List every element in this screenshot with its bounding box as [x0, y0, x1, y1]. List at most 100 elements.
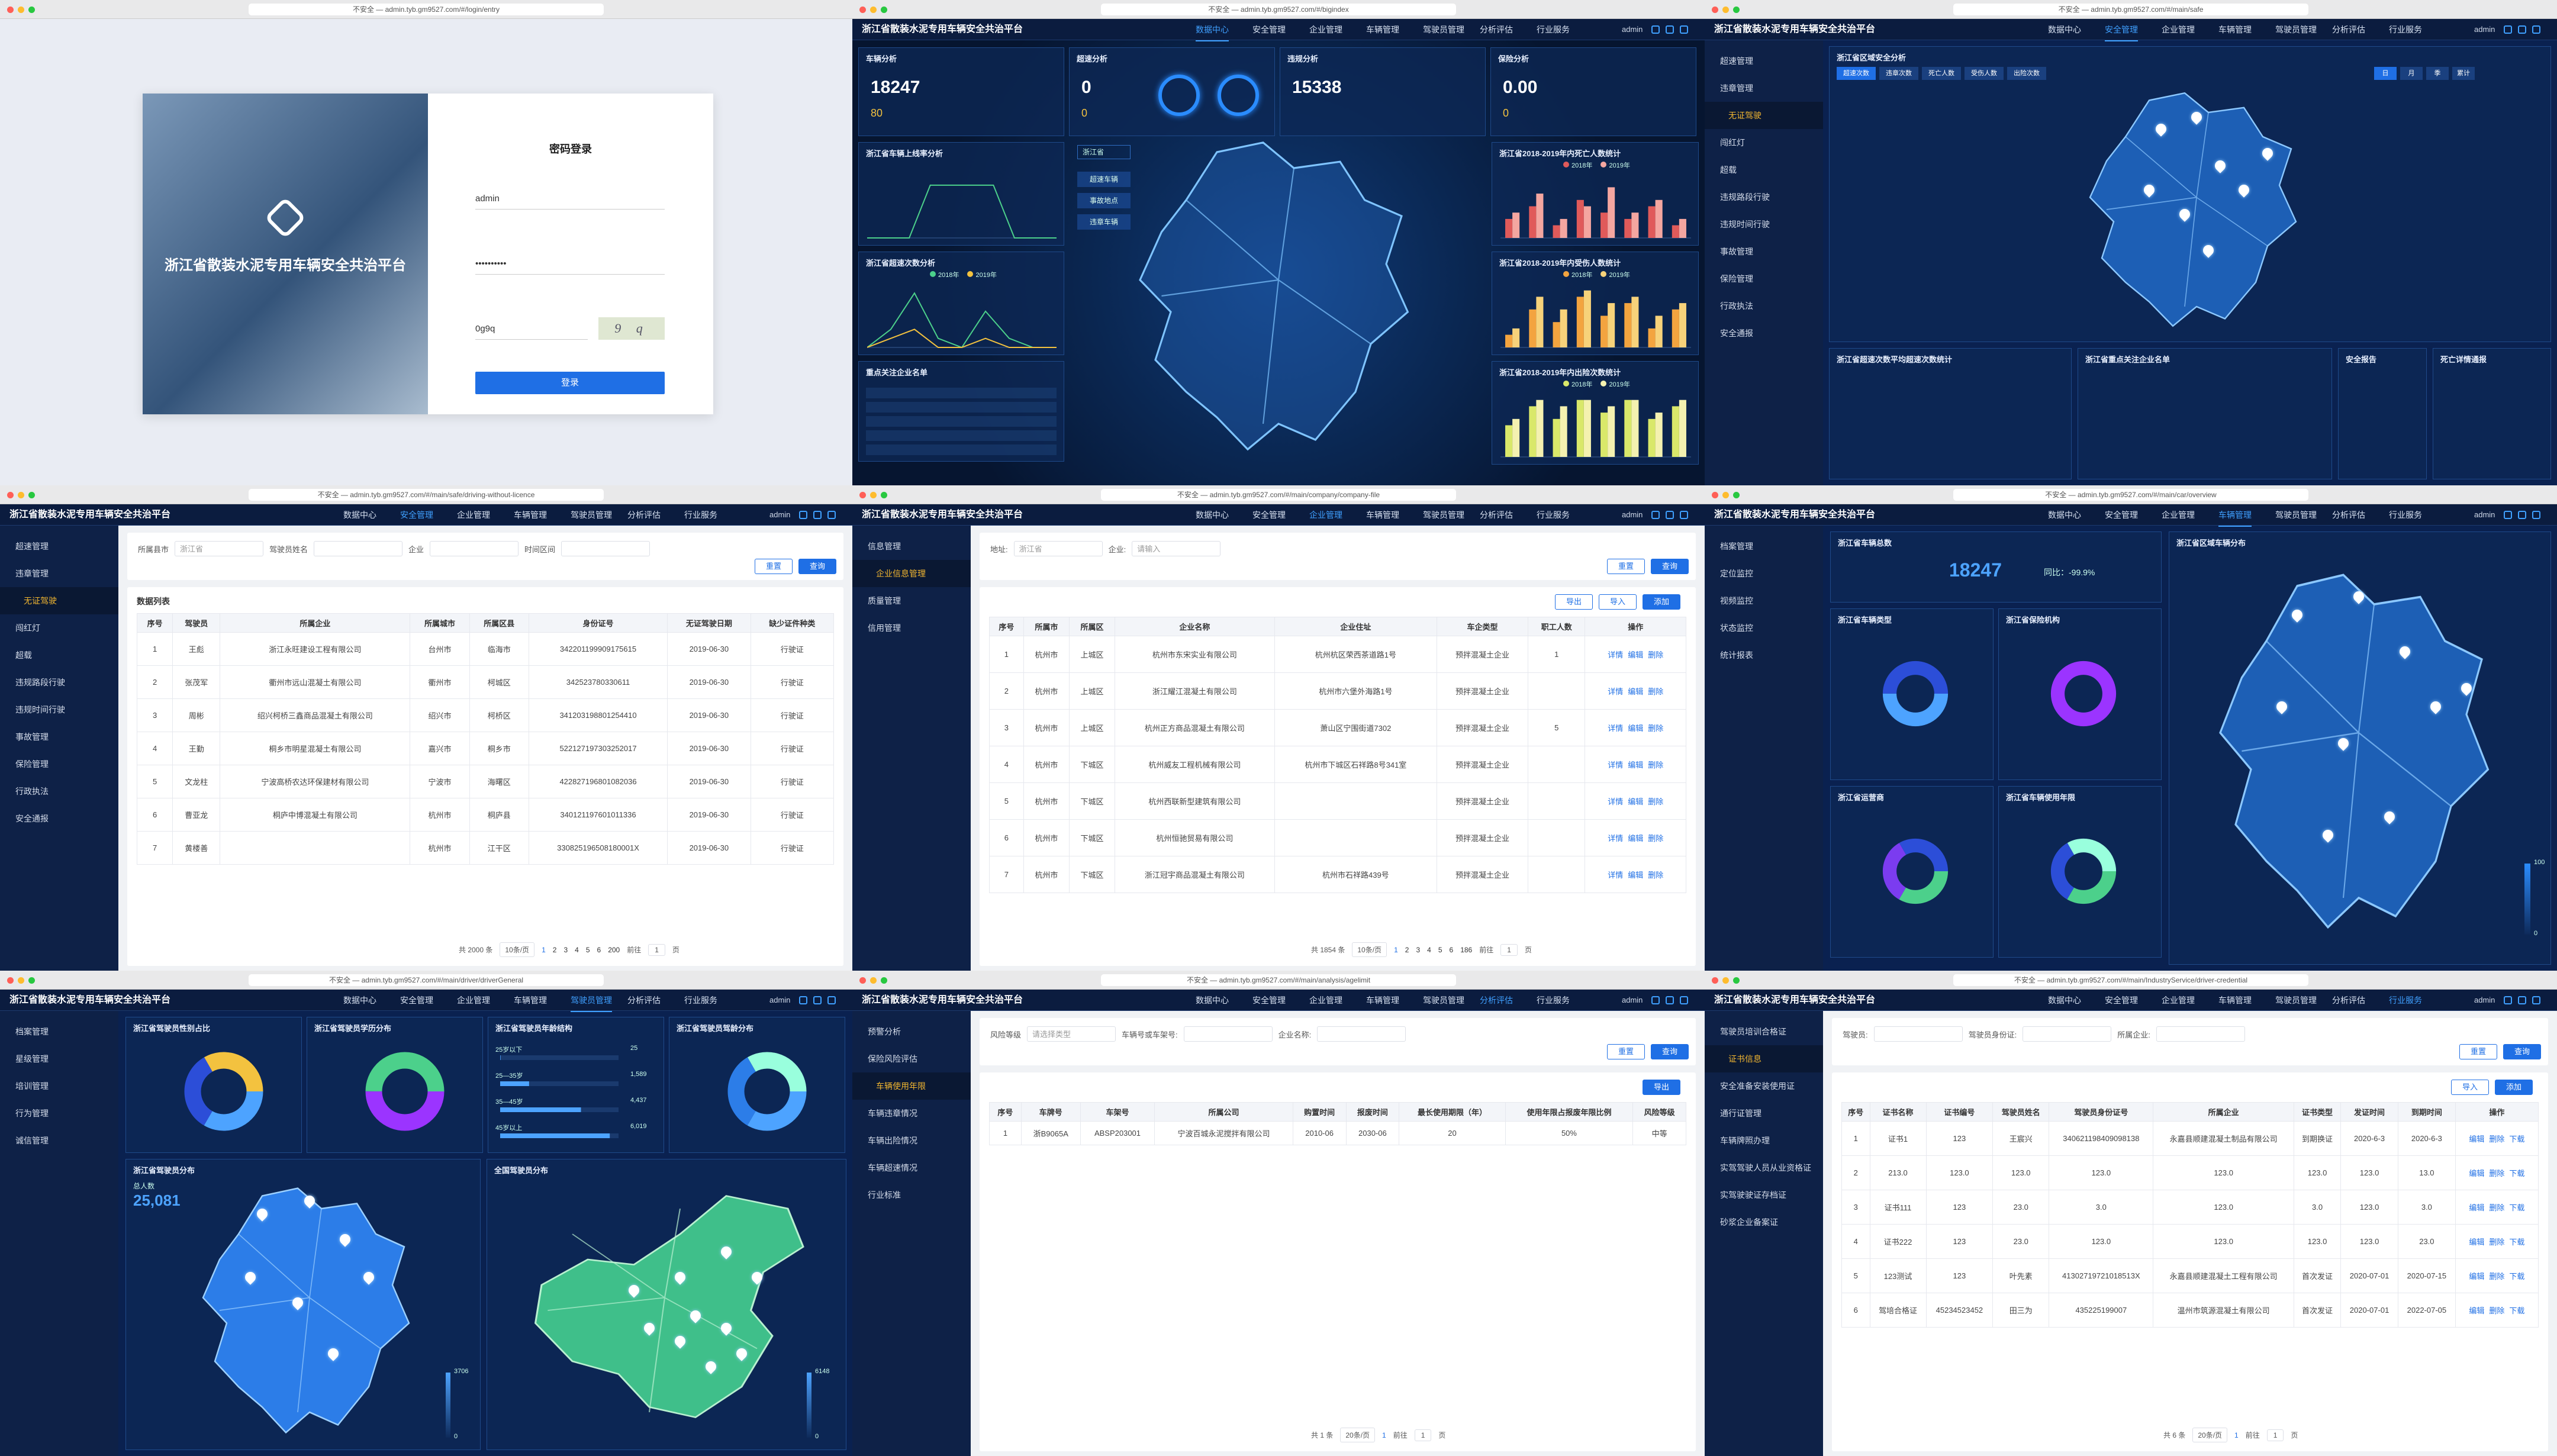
- nav-item[interactable]: 数据中心: [343, 510, 376, 520]
- row-action[interactable]: 删除: [1648, 761, 1664, 769]
- menu-item[interactable]: 信用管理: [852, 614, 971, 642]
- row-action[interactable]: 编辑: [1628, 650, 1644, 659]
- pager-page[interactable]: 1: [1382, 1431, 1386, 1439]
- row-action[interactable]: 删除: [1648, 724, 1664, 733]
- button[interactable]: 重置: [1607, 1044, 1645, 1059]
- menu-text[interactable]: 保险管理: [15, 759, 49, 769]
- menu-item[interactable]: 砂浆企业备案证: [1705, 1209, 1823, 1236]
- nav-item[interactable]: 驾驶员管理: [2275, 510, 2317, 520]
- button[interactable]: 重置: [2459, 1044, 2497, 1059]
- pager-page[interactable]: 6: [597, 945, 601, 954]
- menu-item[interactable]: 违规时间行驶: [0, 696, 118, 723]
- menu-item[interactable]: 统计报表: [1705, 642, 1823, 669]
- menu-text[interactable]: 信息管理: [868, 542, 901, 551]
- nav-item[interactable]: 行业服务: [1537, 996, 1570, 1005]
- row-action[interactable]: 编辑: [1628, 724, 1644, 733]
- button[interactable]: 导出: [1643, 1080, 1680, 1095]
- filter-input[interactable]: 请选择类型: [1027, 1026, 1116, 1042]
- login-input[interactable]: 0g9q: [475, 318, 588, 340]
- menu-text[interactable]: 行政执法: [1720, 301, 1753, 311]
- menu-item[interactable]: 视频监控: [1705, 587, 1823, 614]
- row-action[interactable]: 下载: [2509, 1135, 2525, 1143]
- menu-item[interactable]: 保险管理: [0, 750, 118, 778]
- menu-item[interactable]: 证书信息: [1705, 1045, 1823, 1072]
- nav-item[interactable]: 车辆管理: [514, 996, 547, 1005]
- menu-text[interactable]: 视频监控: [1720, 596, 1753, 605]
- nav-item[interactable]: 车辆管理: [1366, 25, 1399, 34]
- menu-item[interactable]: 安全准备安装使用证: [1705, 1072, 1823, 1100]
- menu-text[interactable]: 星级管理: [15, 1054, 49, 1064]
- nav-item[interactable]: 企业管理: [457, 996, 490, 1005]
- row-action[interactable]: 编辑: [1628, 871, 1644, 880]
- pager-page[interactable]: 5: [1438, 945, 1442, 954]
- nav-item[interactable]: 行业服务: [2389, 25, 2422, 34]
- filter-input[interactable]: [430, 541, 519, 556]
- menu-item[interactable]: 企业信息管理: [852, 560, 971, 587]
- nav-item[interactable]: 行业服务: [684, 996, 717, 1005]
- row-action[interactable]: 编辑: [2469, 1238, 2485, 1246]
- nav-item[interactable]: 分析评估: [1480, 990, 1513, 1012]
- menu-item[interactable]: 超速管理: [1705, 47, 1823, 75]
- pager-page[interactable]: 1: [542, 945, 546, 954]
- menu-item[interactable]: 无证驾驶: [0, 587, 118, 614]
- row-action[interactable]: 详情: [1608, 724, 1624, 733]
- captcha-image[interactable]: 9 q: [598, 317, 665, 340]
- period-button[interactable]: 累计: [2452, 67, 2475, 80]
- nav-item[interactable]: 驾驶员管理: [1423, 996, 1464, 1005]
- nav-item[interactable]: 数据中心: [2048, 25, 2081, 34]
- login-button[interactable]: 登录: [475, 372, 665, 394]
- nav-item[interactable]: 分析评估: [1480, 510, 1513, 520]
- nav-item[interactable]: 安全管理: [1252, 25, 1286, 34]
- button[interactable]: 导出: [1555, 594, 1593, 610]
- row-action[interactable]: 删除: [2489, 1272, 2505, 1281]
- row-action[interactable]: 详情: [1608, 834, 1624, 843]
- menu-item[interactable]: 违规路段行驶: [0, 669, 118, 696]
- row-action[interactable]: 下载: [2509, 1306, 2525, 1315]
- menu-text[interactable]: 无证驾驶: [24, 596, 57, 605]
- menu-item[interactable]: 安全通报: [0, 805, 118, 832]
- menu-item[interactable]: 保险风险评估: [852, 1045, 971, 1072]
- menu-item[interactable]: 预警分析: [852, 1018, 971, 1045]
- button[interactable]: 查询: [798, 559, 836, 574]
- menu-text[interactable]: 状态监控: [1720, 623, 1753, 633]
- menu-item[interactable]: 实驾驾驶人员从业资格证: [1705, 1154, 1823, 1181]
- row-action[interactable]: 详情: [1608, 871, 1624, 880]
- menu-text[interactable]: 砂浆企业备案证: [1720, 1217, 1778, 1227]
- menu-item[interactable]: 车辆牌照办理: [1705, 1127, 1823, 1154]
- button[interactable]: 查询: [1651, 559, 1689, 574]
- pager-goto-input[interactable]: 1: [2266, 1429, 2284, 1441]
- period-button[interactable]: 日: [2374, 67, 2397, 80]
- tab[interactable]: 受伤人数: [1965, 67, 2004, 80]
- menu-text[interactable]: 保险风险评估: [868, 1054, 917, 1064]
- nav-item[interactable]: 车辆管理: [514, 510, 547, 520]
- menu-item[interactable]: 定位监控: [1705, 560, 1823, 587]
- nav-item[interactable]: 驾驶员管理: [571, 990, 612, 1012]
- nav-item[interactable]: 行业服务: [2389, 510, 2422, 520]
- menu-item[interactable]: 行为管理: [0, 1100, 118, 1127]
- menu-item[interactable]: 无证驾驶: [1705, 102, 1823, 129]
- menu-text[interactable]: 闯红灯: [15, 623, 40, 633]
- nav-item[interactable]: 数据中心: [1196, 510, 1229, 520]
- nav-item[interactable]: 企业管理: [1309, 996, 1342, 1005]
- pager-page[interactable]: 2: [1405, 945, 1409, 954]
- row-action[interactable]: 删除: [2489, 1135, 2505, 1143]
- menu-item[interactable]: 档案管理: [1705, 533, 1823, 560]
- nav-item[interactable]: 分析评估: [627, 996, 661, 1005]
- nav-item[interactable]: 行业服务: [1537, 510, 1570, 520]
- menu-text[interactable]: 证书信息: [1728, 1054, 1761, 1064]
- button[interactable]: 导入: [2451, 1080, 2489, 1095]
- nav-item[interactable]: 企业管理: [2162, 510, 2195, 520]
- menu-text[interactable]: 超载: [1720, 165, 1737, 175]
- menu-text[interactable]: 违规路段行驶: [1720, 192, 1770, 202]
- nav-item[interactable]: 驾驶员管理: [1423, 510, 1464, 520]
- map-button[interactable]: 违章车辆: [1077, 214, 1131, 230]
- nav-item[interactable]: 分析评估: [2332, 510, 2365, 520]
- menu-text[interactable]: 安全准备安装使用证: [1720, 1081, 1795, 1091]
- menu-item[interactable]: 违章管理: [0, 560, 118, 587]
- nav-item[interactable]: 安全管理: [2105, 19, 2138, 41]
- row-action[interactable]: 编辑: [1628, 687, 1644, 696]
- menu-text[interactable]: 违规路段行驶: [15, 678, 65, 687]
- menu-item[interactable]: 超载: [0, 642, 118, 669]
- menu-item[interactable]: 状态监控: [1705, 614, 1823, 642]
- menu-text[interactable]: 事故管理: [1720, 247, 1753, 256]
